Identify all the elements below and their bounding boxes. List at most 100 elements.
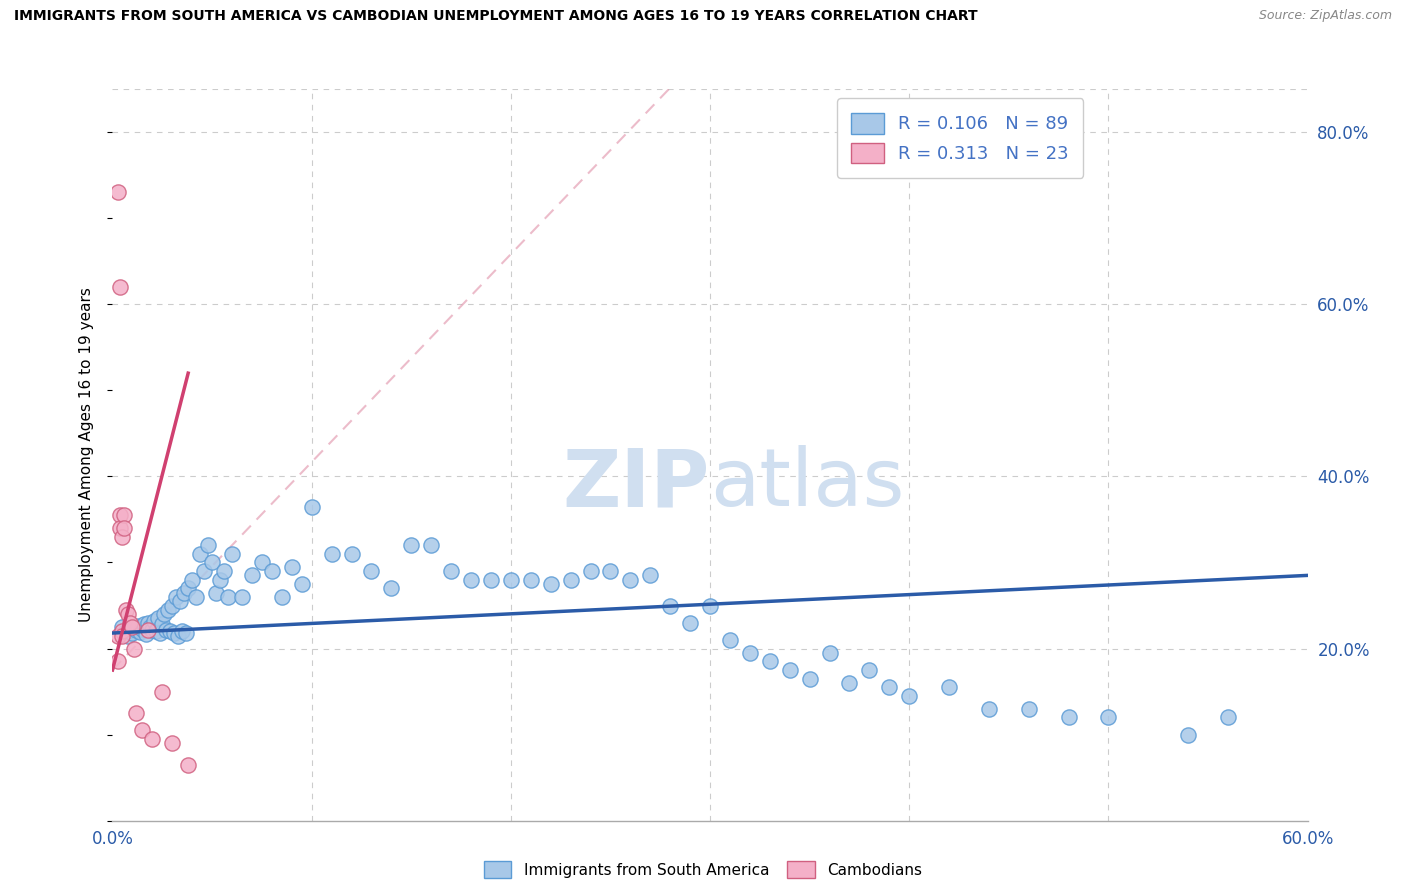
Point <box>135 627 157 641</box>
Point <box>799 672 821 686</box>
Point <box>121 620 143 634</box>
Point <box>579 564 602 578</box>
Point <box>401 538 423 552</box>
Point <box>121 626 143 640</box>
Point <box>240 568 263 582</box>
Point <box>110 521 132 535</box>
Point <box>139 620 162 634</box>
Point <box>619 573 641 587</box>
Point <box>231 590 253 604</box>
Point <box>115 624 138 639</box>
Point <box>221 547 243 561</box>
Point <box>540 577 562 591</box>
Point <box>340 547 363 561</box>
Point <box>201 556 224 570</box>
Point <box>143 614 166 628</box>
Point <box>155 623 177 637</box>
Point <box>1177 728 1199 742</box>
Point <box>150 684 173 698</box>
Legend: R = 0.106   N = 89, R = 0.313   N = 23: R = 0.106 N = 89, R = 0.313 N = 23 <box>837 98 1084 178</box>
Point <box>560 573 582 587</box>
Point <box>125 706 148 720</box>
Point <box>838 676 860 690</box>
Point <box>177 582 200 596</box>
Point <box>898 689 921 703</box>
Point <box>197 538 219 552</box>
Point <box>1018 702 1040 716</box>
Point <box>479 573 502 587</box>
Point <box>124 621 146 635</box>
Point <box>150 617 173 632</box>
Point <box>162 736 183 750</box>
Point <box>107 655 129 669</box>
Point <box>145 624 167 639</box>
Point <box>520 573 543 587</box>
Point <box>1057 710 1080 724</box>
Point <box>165 590 187 604</box>
Point <box>638 568 662 582</box>
Text: atlas: atlas <box>710 445 904 524</box>
Point <box>169 594 191 608</box>
Text: ZIP: ZIP <box>562 445 710 524</box>
Point <box>114 508 135 523</box>
Point <box>138 623 160 637</box>
Point <box>114 521 135 535</box>
Text: IMMIGRANTS FROM SOUTH AMERICA VS CAMBODIAN UNEMPLOYMENT AMONG AGES 16 TO 19 YEAR: IMMIGRANTS FROM SOUTH AMERICA VS CAMBODI… <box>14 9 977 23</box>
Point <box>260 564 283 578</box>
Point <box>111 530 134 544</box>
Point <box>270 590 292 604</box>
Point <box>380 582 402 596</box>
Point <box>938 680 960 694</box>
Point <box>181 573 204 587</box>
Point <box>134 617 156 632</box>
Point <box>131 622 153 636</box>
Point <box>107 629 129 643</box>
Point <box>1216 710 1239 724</box>
Point <box>599 564 621 578</box>
Point <box>141 731 163 746</box>
Point <box>679 615 702 630</box>
Point <box>159 624 181 639</box>
Point <box>460 573 482 587</box>
Legend: Immigrants from South America, Cambodians: Immigrants from South America, Cambodian… <box>478 855 928 884</box>
Point <box>281 559 304 574</box>
Point <box>877 680 900 694</box>
Point <box>172 624 194 639</box>
Point <box>129 625 152 640</box>
Point <box>718 632 741 647</box>
Point <box>163 626 186 640</box>
Point <box>738 646 761 660</box>
Point <box>858 663 880 677</box>
Point <box>188 547 211 561</box>
Point <box>818 646 841 660</box>
Point <box>111 624 134 639</box>
Point <box>301 500 323 514</box>
Point <box>149 626 172 640</box>
Point <box>111 629 134 643</box>
Point <box>193 564 215 578</box>
Point <box>141 623 163 637</box>
Point <box>779 663 801 677</box>
Point <box>174 626 197 640</box>
Point <box>115 603 138 617</box>
Point <box>177 757 200 772</box>
Point <box>157 603 180 617</box>
Point <box>208 573 231 587</box>
Point <box>499 573 522 587</box>
Point <box>127 619 149 633</box>
Point <box>124 641 146 656</box>
Point <box>117 607 139 621</box>
Point <box>120 615 142 630</box>
Point <box>699 599 721 613</box>
Point <box>153 607 176 621</box>
Point <box>117 629 139 643</box>
Point <box>217 590 239 604</box>
Y-axis label: Unemployment Among Ages 16 to 19 years: Unemployment Among Ages 16 to 19 years <box>79 287 94 623</box>
Point <box>131 723 153 738</box>
Point <box>148 611 170 625</box>
Point <box>120 623 142 637</box>
Point <box>110 508 132 523</box>
Point <box>138 615 160 630</box>
Point <box>440 564 463 578</box>
Point <box>212 564 235 578</box>
